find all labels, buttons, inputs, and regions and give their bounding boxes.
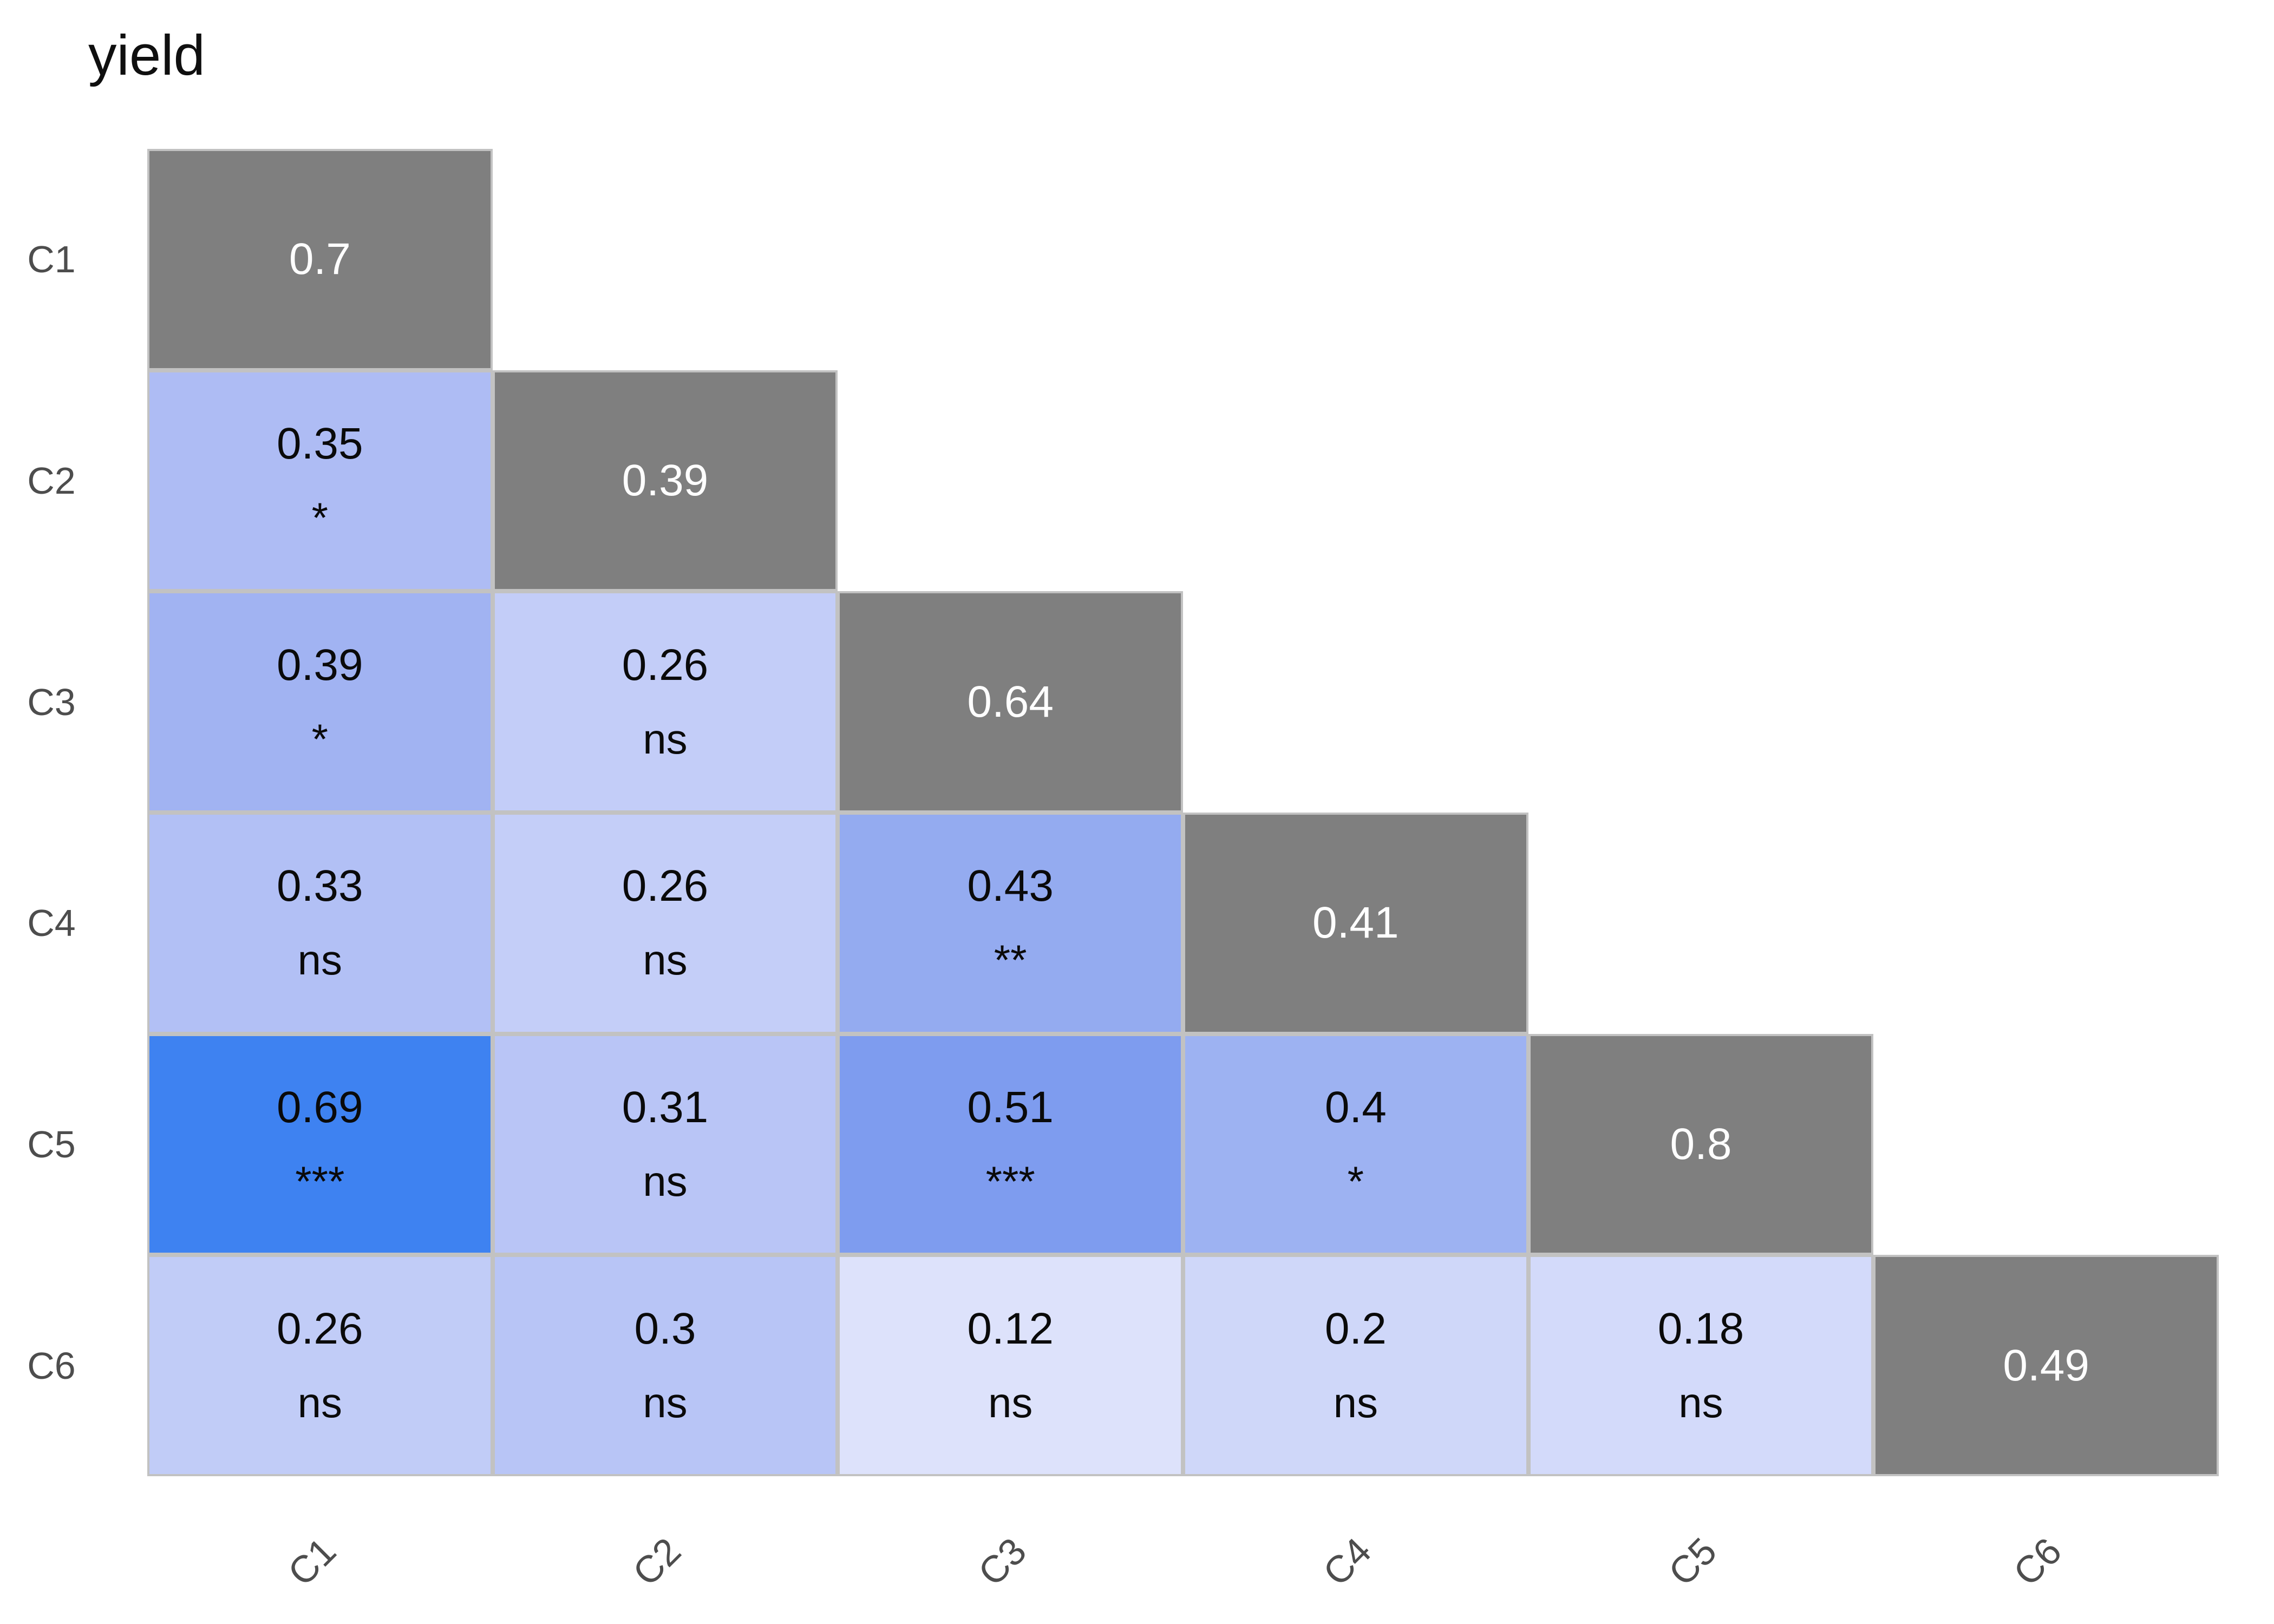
- matrix-cell-c3-c1: 0.39 *: [147, 591, 493, 813]
- cell-value: 0.12: [967, 1304, 1054, 1353]
- matrix-cell-c4-c1: 0.33 ns: [147, 812, 493, 1034]
- y-axis-label-c6: C6: [27, 1345, 76, 1387]
- matrix-cell-c1-c1: 0.7: [147, 149, 493, 370]
- matrix-cell-c5-c3: 0.51 ***: [838, 1033, 1183, 1255]
- matrix-cell-c6-c4: 0.2 ns: [1183, 1255, 1528, 1476]
- heatmap-grid: 0.7 0.35 * 0.39 0.39 * 0.26 ns 0.64 0.33…: [147, 149, 2219, 1476]
- matrix-cell-c5-c1: 0.69 ***: [147, 1033, 493, 1255]
- matrix-cell-c2-c1: 0.35 *: [147, 370, 493, 592]
- cell-value: 0.39: [277, 640, 363, 690]
- cell-value: 0.8: [1670, 1119, 1732, 1169]
- cell-value: 0.41: [1312, 898, 1399, 948]
- cell-significance: ns: [643, 1378, 688, 1426]
- matrix-cell-c6-c2: 0.3 ns: [492, 1255, 838, 1476]
- cell-significance: ***: [295, 1157, 345, 1206]
- cell-value: 0.18: [1657, 1304, 1744, 1353]
- matrix-cell-c3-c2: 0.26 ns: [492, 591, 838, 813]
- matrix-cell-c6-c3: 0.12 ns: [838, 1255, 1183, 1476]
- cell-significance: ns: [1333, 1378, 1378, 1426]
- cell-value: 0.26: [622, 640, 709, 690]
- x-axis-label-c4: C4: [1315, 1529, 1380, 1594]
- cell-value: 0.39: [622, 455, 709, 505]
- cell-value: 0.7: [289, 234, 351, 284]
- cell-significance: *: [1347, 1157, 1364, 1206]
- plot-title: yield: [88, 24, 205, 87]
- matrix-cell-c5-c2: 0.31 ns: [492, 1033, 838, 1255]
- cell-significance: *: [311, 715, 328, 763]
- cell-value: 0.3: [634, 1304, 696, 1353]
- x-axis-label-c1: C1: [279, 1529, 344, 1594]
- cell-significance: ns: [643, 936, 688, 984]
- cell-significance: ***: [985, 1157, 1035, 1206]
- y-axis-label-c3: C3: [27, 681, 76, 723]
- matrix-cell-c4-c3: 0.43 **: [838, 812, 1183, 1034]
- cell-value: 0.31: [622, 1082, 709, 1132]
- x-axis-label-c2: C2: [624, 1529, 689, 1594]
- y-axis-label-c5: C5: [27, 1123, 76, 1165]
- cell-value: 0.2: [1324, 1304, 1387, 1353]
- cell-value: 0.4: [1324, 1082, 1387, 1132]
- cell-value: 0.26: [622, 861, 709, 911]
- cell-significance: ns: [297, 1378, 343, 1426]
- cell-significance: ns: [988, 1378, 1033, 1426]
- matrix-cell-c2-c2: 0.39: [492, 370, 838, 592]
- cell-value: 0.64: [967, 677, 1054, 726]
- x-axis-label-c5: C5: [1660, 1529, 1725, 1594]
- matrix-cell-c6-c1: 0.26 ns: [147, 1255, 493, 1476]
- cell-significance: ns: [297, 936, 343, 984]
- cell-value: 0.69: [277, 1082, 363, 1132]
- cell-value: 0.33: [277, 861, 363, 911]
- x-axis-label-c6: C6: [2005, 1529, 2070, 1594]
- matrix-cell-c4-c2: 0.26 ns: [492, 812, 838, 1034]
- cell-significance: ns: [643, 1157, 688, 1206]
- cell-value: 0.51: [967, 1082, 1054, 1132]
- y-axis-label-c2: C2: [27, 460, 76, 502]
- matrix-cell-c5-c4: 0.4 *: [1183, 1033, 1528, 1255]
- cell-value: 0.35: [277, 418, 363, 468]
- y-axis-label-c1: C1: [27, 238, 76, 280]
- y-axis-label-c4: C4: [27, 902, 76, 944]
- cell-value: 0.26: [277, 1304, 363, 1353]
- cell-value: 0.49: [2003, 1340, 2089, 1390]
- cell-significance: ns: [1678, 1378, 1723, 1426]
- matrix-cell-c5-c5: 0.8: [1528, 1033, 1874, 1255]
- matrix-cell-c3-c3: 0.64: [838, 591, 1183, 813]
- x-axis-label-c3: C3: [970, 1529, 1035, 1594]
- cell-significance: ns: [643, 715, 688, 763]
- matrix-cell-c4-c4: 0.41: [1183, 812, 1528, 1034]
- matrix-cell-c6-c6: 0.49: [1873, 1255, 2219, 1476]
- cell-value: 0.43: [967, 861, 1054, 911]
- cell-significance: *: [311, 494, 328, 542]
- cell-significance: **: [994, 936, 1027, 984]
- matrix-cell-c6-c5: 0.18 ns: [1528, 1255, 1874, 1476]
